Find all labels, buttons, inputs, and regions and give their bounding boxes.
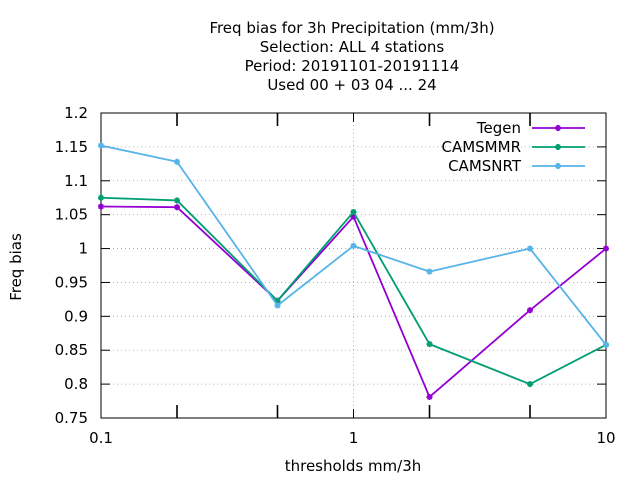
data-point-camsnrt <box>426 268 433 275</box>
marker-d2 <box>555 163 561 169</box>
marker-d2 <box>274 302 281 309</box>
marker-d2 <box>174 204 180 210</box>
marker-d2 <box>527 307 533 313</box>
series-camsmmr <box>98 194 609 388</box>
data-point-camsmmr <box>526 381 533 388</box>
y-tick-label: 1 <box>78 240 88 258</box>
series <box>98 142 609 400</box>
title-line-2: Selection: ALL 4 stations <box>260 38 445 56</box>
marker-d2 <box>426 268 433 275</box>
data-point-camsnrt <box>350 242 357 249</box>
legend-marker-tegen <box>555 125 561 131</box>
data-point-tegen <box>98 203 104 210</box>
marker-d2 <box>350 209 357 215</box>
legend-label-camsnrt: CAMSNRT <box>448 157 522 175</box>
legend-item-tegen: Tegen <box>476 119 585 137</box>
marker-d2 <box>174 159 180 165</box>
title-line-4: Used 00 + 03 04 ... 24 <box>267 76 436 94</box>
marker-d2 <box>603 245 609 252</box>
data-point-tegen <box>526 307 533 314</box>
data-point-camsmmr <box>98 194 104 201</box>
marker-d2 <box>527 245 533 252</box>
marker-d2 <box>426 341 433 347</box>
x-tick-label: 1 <box>349 429 359 447</box>
marker-d2 <box>174 197 180 204</box>
legend-marker-camsnrt <box>555 163 561 169</box>
x-tick-label: 10 <box>596 429 615 447</box>
series-camsnrt <box>98 142 609 348</box>
title-line-3: Period: 20191101-20191114 <box>245 57 460 75</box>
data-point-camsnrt <box>174 158 181 165</box>
data-point-camsmmr <box>174 197 181 204</box>
x-tick-label: 0.1 <box>89 429 113 447</box>
data-point-camsmmr <box>426 341 433 348</box>
marker-d2 <box>98 142 104 149</box>
y-tick-label: 1.1 <box>64 172 88 190</box>
y-tick-label: 1.2 <box>64 104 88 122</box>
data-point-tegen <box>174 204 181 211</box>
y-tick-label: 0.95 <box>55 273 88 291</box>
legend-item-camsmmr: CAMSMMR <box>441 138 585 156</box>
series-tegen <box>98 203 609 400</box>
legend-item-camsnrt: CAMSNRT <box>448 157 585 175</box>
y-tick-label: 1.05 <box>55 206 88 224</box>
y-tick-label: 1.15 <box>55 138 88 156</box>
marker-d2 <box>555 125 561 131</box>
y-tick-label: 0.75 <box>55 409 88 427</box>
grid <box>101 113 606 418</box>
data-point-camsnrt <box>526 245 533 252</box>
marker-d2 <box>603 342 609 348</box>
data-point-tegen <box>426 393 433 400</box>
y-tick-label: 0.85 <box>55 341 88 359</box>
data-point-camsnrt <box>98 142 104 149</box>
marker-d2 <box>350 243 357 249</box>
data-point-camsnrt <box>274 302 281 309</box>
data-point-camsnrt <box>603 341 609 348</box>
y-tick-label: 0.9 <box>64 307 88 325</box>
x-axis-label: thresholds mm/3h <box>285 457 422 475</box>
title-line-1: Freq bias for 3h Precipitation (mm/3h) <box>209 19 494 37</box>
legend-label-camsmmr: CAMSMMR <box>441 138 521 156</box>
marker-d2 <box>98 195 104 201</box>
y-tick-label: 0.8 <box>64 375 88 393</box>
legend-marker-camsmmr <box>555 144 561 150</box>
legend-label-tegen: Tegen <box>476 119 521 137</box>
marker-d2 <box>98 203 104 210</box>
y-axis-label: Freq bias <box>7 233 25 301</box>
data-point-camsmmr <box>350 208 357 215</box>
marker-d2 <box>426 394 433 400</box>
data-point-tegen <box>603 245 609 252</box>
marker-d2 <box>527 381 533 387</box>
axes: 0.75 0.8 0.85 0.9 0.95 1 1.05 1.1 1.15 1.2 0.1 1 10 <box>55 104 616 447</box>
marker-d2 <box>555 144 561 150</box>
chart-title: Freq bias for 3h Precipitation (mm/3h)Se… <box>209 19 494 94</box>
